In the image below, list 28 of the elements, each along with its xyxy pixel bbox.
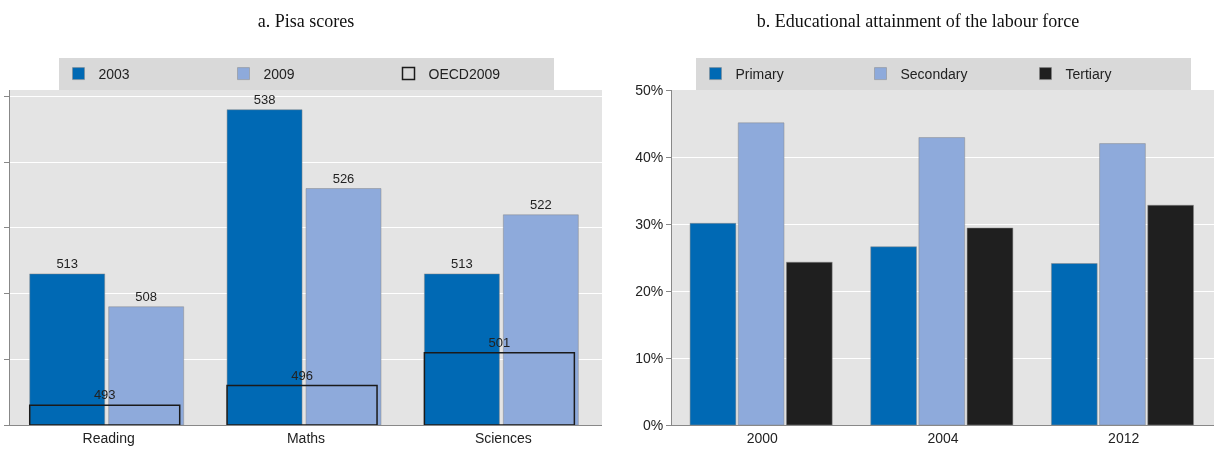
x-tick-label: Sciences (474, 429, 532, 446)
data-label: 501 (488, 334, 511, 350)
x-tick-label: 2012 (1108, 429, 1140, 446)
data-label: 526 (332, 170, 355, 186)
y-tick-label: 10% (635, 349, 664, 366)
data-label: 522 (529, 196, 552, 212)
data-label: 493 (93, 387, 116, 403)
data-label: 513 (56, 255, 79, 271)
x-tick-label: Reading (82, 429, 135, 446)
legend-label: Secondary (900, 66, 968, 83)
x-tick-label: Maths (286, 429, 326, 446)
legend-label: Tertiary (1065, 66, 1112, 83)
y-tick-label: 0% (642, 416, 664, 433)
legend-label: 2009 (263, 66, 295, 83)
data-label: 538 (253, 91, 276, 107)
data-label: 508 (135, 288, 158, 304)
x-tick-label: 2000 (746, 429, 779, 446)
chart-title: a. Pisa scores (257, 10, 355, 31)
legend-label: OECD2009 (428, 66, 501, 83)
y-tick-label: 20% (635, 282, 664, 299)
chart-title: b. Educational attainment of the labour force (756, 10, 1080, 31)
legend-label: 2003 (98, 66, 130, 83)
x-tick-label: 2004 (927, 429, 959, 446)
data-label: 513 (451, 255, 473, 271)
y-tick-label: 30% (635, 215, 664, 232)
y-tick-label: 50% (635, 81, 664, 98)
y-tick-label: 40% (635, 148, 664, 165)
legend-label: Primary (735, 66, 784, 83)
